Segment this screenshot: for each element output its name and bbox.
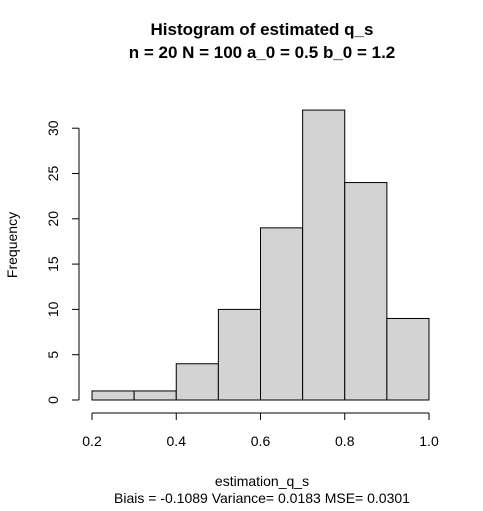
histogram-bar: [133, 390, 177, 401]
y-tick-label: 0: [45, 396, 61, 404]
x-axis-label: estimation_q_s: [215, 473, 309, 489]
x-tick-label: 0.4: [167, 433, 187, 449]
bars-group: [91, 109, 430, 401]
x-axis: 0.2 0.4 0.6 0.8 1.0: [82, 412, 439, 449]
y-tick-label: 10: [45, 301, 61, 317]
x-tick-label: 0.8: [335, 433, 355, 449]
y-axis: 0 5 10 15 20 25 30: [45, 120, 80, 404]
x-tick-label: 0.6: [251, 433, 271, 449]
histogram-bar: [175, 363, 219, 401]
chart-title: Histogram of estimated q_s: [151, 20, 374, 39]
chart-subtitle: n = 20 N = 100 a_0 = 0.5 b_0 = 1.2: [129, 43, 396, 62]
y-tick-label: 20: [45, 211, 61, 227]
histogram-bar: [386, 317, 430, 401]
histogram-bar: [260, 227, 304, 401]
chart-footnote: Biais = -0.1089 Variance= 0.0183 MSE= 0.…: [114, 490, 410, 506]
y-tick-label: 15: [45, 256, 61, 272]
y-tick-label: 25: [45, 166, 61, 182]
histogram-bar: [302, 109, 346, 401]
y-axis-label: Frequency: [4, 212, 20, 278]
x-tick-label: 0.2: [82, 433, 102, 449]
x-tick-label: 1.0: [419, 433, 439, 449]
y-tick-label: 30: [45, 120, 61, 136]
y-tick-label: 5: [45, 351, 61, 359]
histogram-bar: [217, 308, 261, 401]
histogram-bar: [91, 390, 135, 401]
histogram-bar: [344, 182, 388, 401]
